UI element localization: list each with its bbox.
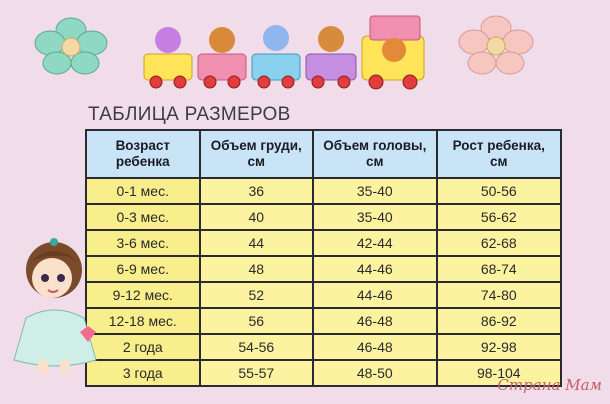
cell-chest: 40 — [198, 203, 315, 231]
cell-height: 68-74 — [435, 255, 562, 283]
cell-chest: 44 — [198, 229, 315, 257]
cell-head: 42-44 — [312, 229, 438, 257]
page-title: ТАБЛИЦА РАЗМЕРОВ — [88, 104, 291, 125]
table-row: 9-12 мес. 52 44-46 74-80 — [85, 281, 562, 309]
cell-head: 46-48 — [312, 333, 438, 361]
toy-train-icon — [143, 15, 425, 90]
table-header-row: Возраст ребенка Объем груди, см Объем го… — [85, 129, 562, 179]
cell-head: 35-40 — [312, 177, 438, 205]
cell-height: 86-92 — [435, 307, 562, 335]
cell-head: 35-40 — [312, 203, 438, 231]
cell-height: 56-62 — [435, 203, 562, 231]
table-row: 3 года 55-57 48-50 98-104 — [85, 359, 562, 387]
cell-height: 62-68 — [435, 229, 562, 257]
flower-icon — [34, 17, 108, 75]
table-row: 2 года 54-56 46-48 92-98 — [85, 333, 562, 361]
doll-illustration — [13, 238, 97, 374]
cell-age: 0-3 мес. — [85, 203, 201, 231]
table-row: 6-9 мес. 48 44-46 68-74 — [85, 255, 562, 283]
cell-age: 3-6 мес. — [85, 229, 201, 257]
table-row: 3-6 мес. 44 42-44 62-68 — [85, 229, 562, 257]
table-row: 12-18 мес. 56 46-48 86-92 — [85, 307, 562, 335]
cell-head: 48-50 — [312, 359, 438, 387]
cell-head: 46-48 — [312, 307, 438, 335]
cell-age: 9-12 мес. — [85, 281, 201, 309]
table-row: 0-1 мес. 36 35-40 50-56 — [85, 177, 562, 205]
cell-head: 44-46 — [312, 255, 438, 283]
header-age: Возраст ребенка — [85, 129, 201, 179]
cell-age: 6-9 мес. — [85, 255, 201, 283]
cell-height: 50-56 — [435, 177, 562, 205]
cell-height: 92-98 — [435, 333, 562, 361]
cell-age: 12-18 мес. — [85, 307, 201, 335]
cell-chest: 36 — [198, 177, 315, 205]
cell-chest: 56 — [198, 307, 315, 335]
cell-age: 2 года — [85, 333, 201, 361]
cell-age: 3 года — [85, 359, 201, 387]
cell-head: 44-46 — [312, 281, 438, 309]
header-chest: Объем груди, см — [198, 129, 315, 179]
cell-height: 98-104 — [435, 359, 562, 387]
cell-chest: 52 — [198, 281, 315, 309]
cell-chest: 48 — [198, 255, 315, 283]
cell-chest: 55-57 — [198, 359, 315, 387]
flower-icon — [458, 15, 534, 75]
cell-chest: 54-56 — [198, 333, 315, 361]
table-row: 0-3 мес. 40 35-40 56-62 — [85, 203, 562, 231]
cell-age: 0-1 мес. — [85, 177, 201, 205]
header-height: Рост ребенка, см — [435, 129, 562, 179]
header-head: Объем головы, см — [312, 129, 438, 179]
size-table: Возраст ребенка Объем груди, см Объем го… — [85, 129, 562, 387]
watermark: Страна Мам — [497, 376, 602, 394]
cell-height: 74-80 — [435, 281, 562, 309]
